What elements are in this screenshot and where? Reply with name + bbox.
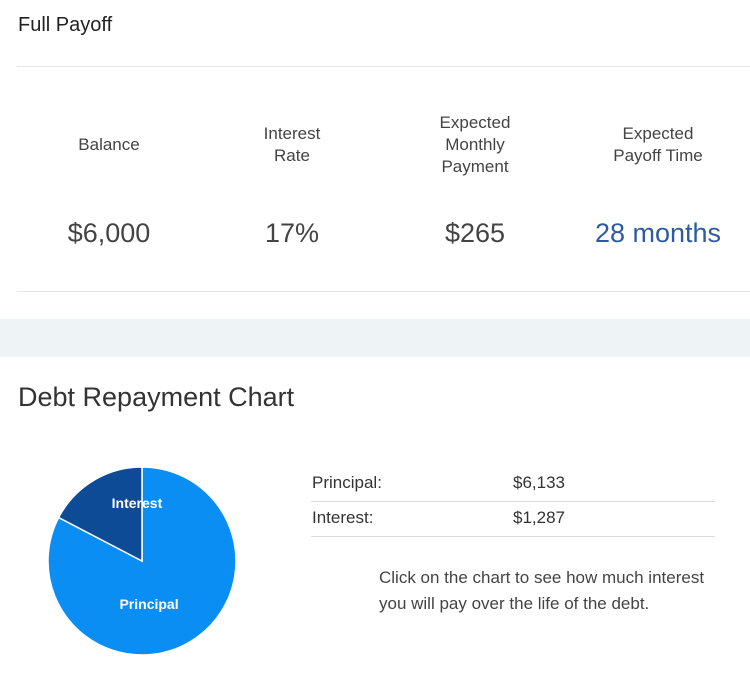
chart-note: Click on the chart to see how much inter… — [379, 568, 705, 613]
divider-bottom — [17, 291, 750, 292]
stat-label: Expected Monthly Payment — [439, 113, 511, 176]
breakdown-table: Principal: $6,133 Interest: $1,287 — [311, 467, 715, 537]
stat-value: $265 — [444, 218, 506, 248]
table-row: Principal: $6,133 — [311, 467, 715, 502]
pie-label-principal: Principal — [119, 596, 178, 612]
stat-value: 17% — [264, 218, 320, 248]
stat-value: 28 months — [594, 218, 722, 248]
payoff-stats: Balance $6,000 Interest Rate 17% Expecte… — [17, 100, 750, 280]
pie-slice-interest[interactable] — [57, 466, 143, 563]
row-label: Principal: — [312, 473, 382, 492]
chart-title: Debt Repayment Chart — [18, 382, 295, 412]
stat-label: Interest Rate — [263, 124, 321, 165]
row-label: Interest: — [312, 508, 374, 527]
pie-label-interest: Interest — [112, 495, 163, 511]
stat-value: $6,000 — [67, 218, 151, 248]
stat-label: Expected Payoff Time — [613, 124, 703, 165]
pie-chart[interactable]: Principal Interest — [45, 464, 239, 658]
section-band — [0, 319, 750, 357]
row-value: $1,287 — [513, 508, 565, 527]
table-row: Interest: $1,287 — [311, 502, 715, 537]
section-title: Full Payoff — [18, 14, 113, 36]
divider-top — [17, 66, 750, 67]
stat-label: Balance — [78, 135, 140, 154]
row-value: $6,133 — [513, 473, 565, 492]
